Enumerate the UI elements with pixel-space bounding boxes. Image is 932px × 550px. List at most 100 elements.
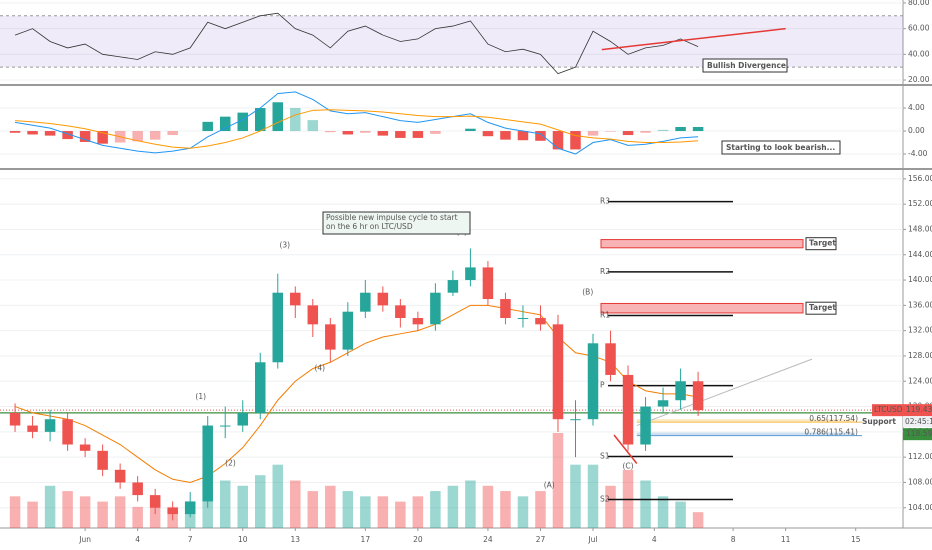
macd-hist	[342, 131, 354, 135]
candle-body	[290, 292, 301, 306]
y-tick-label: -4.00	[908, 149, 928, 158]
volume-bar	[307, 491, 319, 528]
pivot-label: S1	[600, 452, 610, 461]
volume-bar	[272, 464, 284, 528]
note: Bullish Divergence.	[707, 61, 789, 70]
y-tick-label: 108.00	[908, 477, 932, 486]
macd-hist	[500, 131, 511, 140]
volume-bar	[132, 506, 143, 528]
candle-body	[149, 495, 161, 508]
pivot-label: P	[600, 381, 605, 390]
annotation-line: Possible new impulse cycle to start	[326, 213, 458, 222]
support-label: Support	[862, 417, 896, 426]
volume-bar	[447, 485, 459, 528]
volume-bar	[552, 433, 564, 528]
volume-bar	[237, 485, 248, 528]
candle-body	[692, 381, 704, 411]
macd-hist	[62, 131, 73, 140]
macd-hist	[587, 131, 599, 136]
candle-body	[500, 299, 511, 319]
y-tick-label: 80.00	[908, 0, 930, 7]
moving-average	[14, 304, 699, 483]
wave-label: (C)	[622, 462, 633, 471]
macd-hist	[657, 129, 669, 132]
macd-hist	[517, 131, 529, 141]
macd-hist	[237, 112, 248, 132]
fib-label: 0.786(115.41)	[804, 428, 858, 437]
countdown-tag	[903, 416, 932, 428]
candle-body	[675, 381, 686, 401]
macd-hist	[552, 131, 564, 150]
y-tick-label: 20.00	[908, 75, 930, 84]
volume-bar	[79, 496, 91, 528]
candle-body	[640, 406, 651, 445]
volume-bar	[219, 480, 231, 528]
volume-bar	[570, 464, 581, 528]
y-tick-label: 60.00	[908, 24, 930, 33]
macd-hist	[622, 131, 634, 136]
candle-body	[517, 318, 529, 320]
candle-body	[412, 318, 424, 325]
candle-body	[272, 292, 284, 363]
macd-hist	[272, 102, 284, 132]
x-tick-label: 27	[536, 535, 546, 544]
y-tick-label: 128.00	[908, 351, 932, 360]
target-zone	[600, 302, 804, 314]
y-tick-label: 0.00	[908, 126, 925, 135]
y-tick-label: 152.00	[908, 199, 932, 208]
y-tick-label: 40.00	[908, 49, 930, 58]
macd-hist	[675, 127, 686, 132]
candle-body	[62, 419, 73, 445]
volume-bar	[9, 496, 21, 528]
y-tick-label: 112.00	[908, 452, 932, 461]
volume-bar	[605, 485, 616, 528]
fib-band	[636, 419, 855, 423]
candle-body	[552, 324, 564, 420]
y-tick-label: 144.00	[908, 250, 932, 259]
volume-bar	[377, 496, 389, 528]
countdown-label: 02:45:18	[905, 417, 932, 426]
volume-bar	[360, 496, 371, 528]
candle-body	[307, 305, 319, 325]
note-box	[702, 58, 788, 73]
y-tick-label: 104.00	[908, 503, 932, 512]
x-tick-label: 24	[483, 535, 493, 544]
x-tick-label: 4	[135, 535, 140, 544]
candle-body	[9, 412, 21, 426]
y-tick-label: 4.00	[908, 103, 925, 112]
rsi-line	[14, 12, 699, 75]
y-tick-label: 140.00	[908, 275, 932, 284]
pivot-label: R1	[600, 310, 610, 319]
x-tick-label: 13	[291, 535, 301, 544]
annotation-line: on the 6 hr on LTC/USD	[326, 222, 413, 231]
volume-bar	[535, 491, 546, 528]
x-tick-label: 4	[652, 535, 657, 544]
macd-hist	[97, 131, 108, 144]
candle-body	[325, 324, 336, 350]
pivot-label: R2	[600, 267, 610, 276]
macd-hist	[692, 127, 704, 132]
macd-hist	[360, 131, 371, 133]
candle-body	[622, 374, 634, 445]
macd-hist	[570, 131, 581, 150]
volume-bar	[500, 491, 511, 528]
trend-line	[636, 358, 813, 427]
candle-body	[447, 280, 459, 293]
x-tick-label: 7	[188, 535, 193, 544]
y-tick-label: 124.00	[908, 376, 932, 385]
volume-bar	[640, 480, 651, 528]
candle-body	[27, 425, 38, 432]
volume-bar	[517, 496, 529, 528]
candle-body	[184, 501, 196, 515]
x-tick-label: 15	[851, 535, 861, 544]
x-tick-label: 17	[361, 535, 371, 544]
support-tag-label: 118.59	[906, 429, 932, 438]
symbol-tag-label: LTCUSD	[874, 405, 903, 414]
y-tick-label: 136.00	[908, 300, 932, 309]
macd-hist	[9, 131, 21, 133]
y-tick-label: 156.00	[908, 174, 932, 183]
volume-bar	[692, 512, 704, 528]
volume-bar	[395, 501, 406, 528]
price-tag	[903, 404, 932, 417]
macd-hist	[465, 128, 476, 132]
